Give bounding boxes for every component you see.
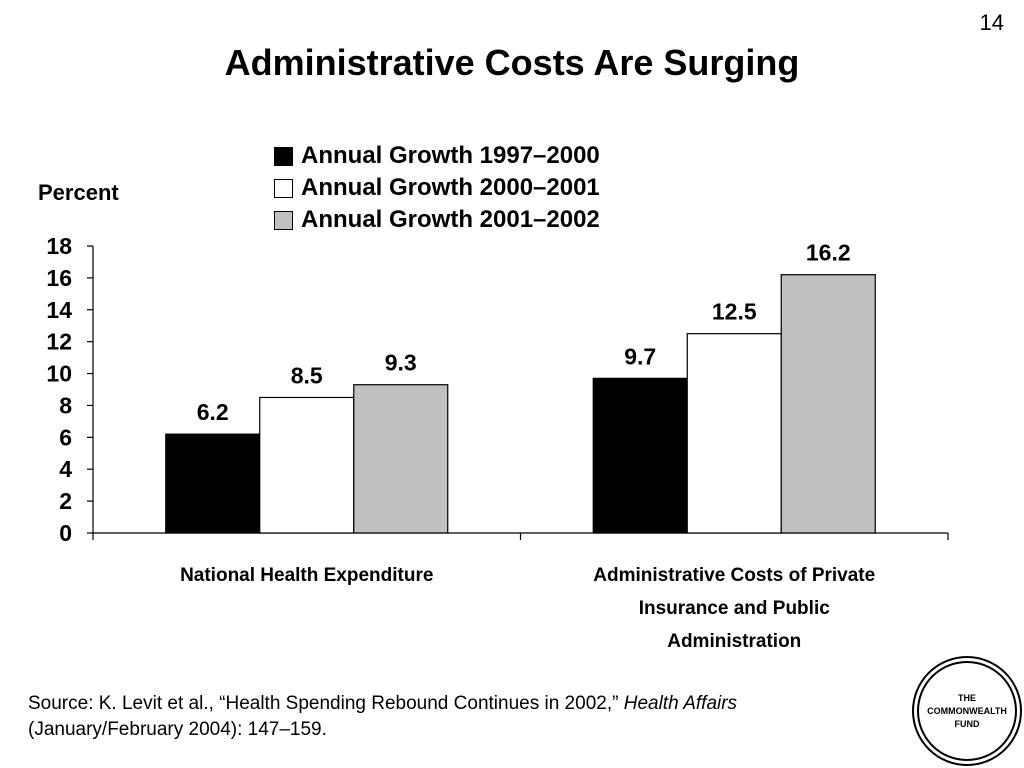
data-label: 6.2 (197, 399, 229, 425)
source-details: (January/February 2004): 147–159. (28, 719, 327, 740)
legend-label: Annual Growth 1997–2000 (301, 142, 600, 169)
commonwealth-fund-logo: THE COMMONWEALTH FUND (912, 656, 1022, 766)
data-label: 9.7 (624, 343, 656, 369)
y-tick-label: 8 (59, 392, 72, 418)
y-tick-label: 6 (59, 424, 72, 450)
source-citation: Source: K. Levit et al., “Health Spendin… (28, 691, 908, 743)
legend-swatch-gray (274, 210, 293, 230)
data-label: 9.3 (385, 350, 417, 376)
legend-item-2000-2001: Annual Growth 2000–2001 (274, 172, 600, 204)
category-label: National Health Expenditure (180, 565, 433, 586)
legend-swatch-black (274, 146, 293, 166)
legend-label: Annual Growth 2001–2002 (301, 206, 600, 233)
legend-item-2001-2002: Annual Growth 2001–2002 (274, 204, 600, 236)
category-label: Administration (667, 631, 801, 652)
source-text: Source: K. Levit et al., “Health Spendin… (28, 693, 619, 714)
category-label: Administrative Costs of Private (593, 565, 875, 586)
legend-item-1997-2000: Annual Growth 1997–2000 (274, 140, 600, 172)
y-tick-label: 2 (59, 488, 72, 514)
y-tick-label: 14 (46, 297, 72, 323)
logo-text-line: THE (958, 693, 976, 703)
category-label: Insurance and Public (639, 598, 831, 619)
y-tick-label: 0 (59, 520, 72, 546)
y-tick-label: 18 (46, 233, 72, 259)
y-tick-label: 16 (46, 265, 72, 291)
legend-swatch-white (274, 178, 293, 198)
source-journal: Health Affairs (623, 693, 738, 714)
page-number: 14 (979, 10, 1004, 35)
bar (165, 433, 261, 534)
y-axis-label: Percent (38, 180, 119, 205)
legend: Annual Growth 1997–2000 Annual Growth 20… (274, 140, 600, 236)
legend-label: Annual Growth 2000–2001 (301, 174, 600, 201)
bar (592, 377, 688, 534)
y-tick-label: 10 (46, 361, 72, 387)
data-label: 16.2 (806, 240, 851, 266)
slide-title: Administrative Costs Are Surging (224, 42, 800, 83)
bar (353, 384, 449, 534)
logo-text-line: COMMONWEALTH (927, 706, 1007, 716)
bar (686, 333, 782, 534)
data-label: 8.5 (291, 362, 323, 388)
y-tick-label: 4 (59, 456, 72, 482)
data-label: 12.5 (712, 299, 757, 325)
logo-text-line: FUND (954, 719, 980, 729)
bar (259, 396, 355, 534)
bar (780, 274, 876, 534)
y-tick-label: 12 (46, 329, 72, 355)
